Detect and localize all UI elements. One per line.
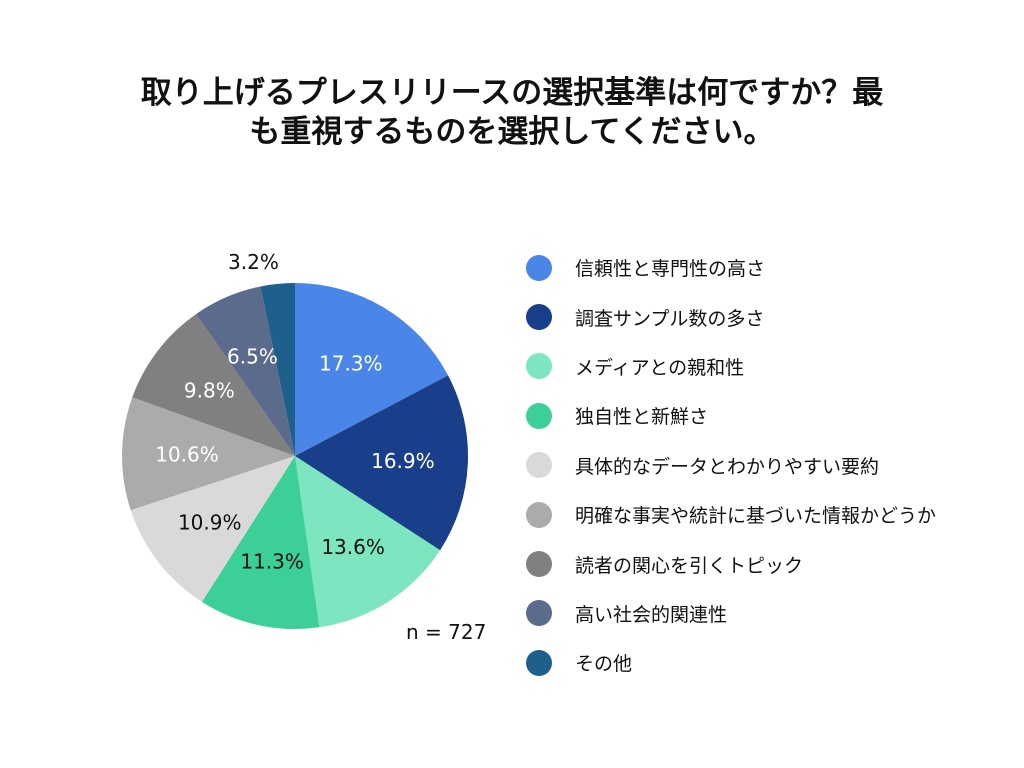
legend-swatch [526,402,552,429]
legend-item-8: 高い社会的関連性 [526,589,936,638]
chart-title-line-1: 取り上げるプレスリリースの選択基準は何ですか？最 [140,75,884,111]
legend-item-3: メディアとの親和性 [526,342,936,391]
pie-slice-4 [201,456,320,630]
legend-label: 高い社会的関連性 [575,603,728,626]
legend-swatch [526,649,552,676]
legend-label: メディアとの親和性 [575,356,745,379]
legend-item-4: 独自性と新鮮さ [526,391,936,440]
legend-label: 明確な事実や統計に基づいた情報かどうか [575,505,937,528]
legend-swatch [526,353,552,380]
pie-slice-3 [295,456,441,628]
legend-swatch [526,551,552,578]
legend-label: 独自性と新鮮さ [575,406,709,429]
legend-swatch [526,600,552,627]
legend-label: 読者の関心を引くトピック [575,554,804,577]
pie-slice-label-7: 9.8% [184,378,235,402]
legend-item-1: 信頼性と専門性の高さ [526,243,936,292]
pie-slice-label-5: 10.9% [178,510,242,534]
legend-item-2: 調査サンプル数の多さ [526,292,936,341]
pie-slice-8 [196,286,295,456]
legend-item-5: 具体的なデータとわかりやすい要約 [526,441,936,490]
legend-item-7: 読者の関心を引くトピック [526,539,936,588]
legend-swatch [526,304,552,331]
pie-slice-7 [132,314,295,456]
legend-swatch [526,452,552,479]
chart-legend: 信頼性と専門性の高さ 調査サンプル数の多さ メディアとの親和性 独自性と新鮮さ具体的な… [526,243,936,688]
sample-size-note: n = 727 [406,620,486,644]
pie-slice-label-9: 3.2% [228,250,279,274]
pie-slice-6 [122,397,296,511]
legend-swatch [526,254,552,281]
pie-slice-9 [260,283,295,456]
pie-slice-label-6: 10.6% [155,442,219,466]
pie-slice-label-4: 11.3% [240,550,304,574]
pie-slice-label-2: 16.9% [371,449,435,473]
legend-label: 信頼性と専門性の高さ [575,258,766,281]
legend-label: その他 [575,653,633,676]
legend-item-9: その他 [526,638,936,687]
legend-label: 具体的なデータとわかりやすい要約 [575,455,880,478]
chart-title: 取り上げるプレスリリースの選択基準は何ですか？最 も重視するものを選択してくださ… [0,74,1024,152]
pie-slice-label-3: 13.6% [321,535,385,559]
pie-slice-1 [295,283,449,456]
legend-label: 調査サンプル数の多さ [575,307,765,330]
pie-slice-label-1: 17.3% [319,352,383,376]
pie-slice-5 [130,456,295,602]
pie-slice-2 [295,375,468,551]
pie-slice-label-8: 6.5% [227,345,278,369]
legend-swatch [526,501,552,528]
legend-item-6: 明確な事実や統計に基づいた情報かどうか [526,490,936,539]
chart-title-line-2: も重視するものを選択してください。 [249,114,775,150]
